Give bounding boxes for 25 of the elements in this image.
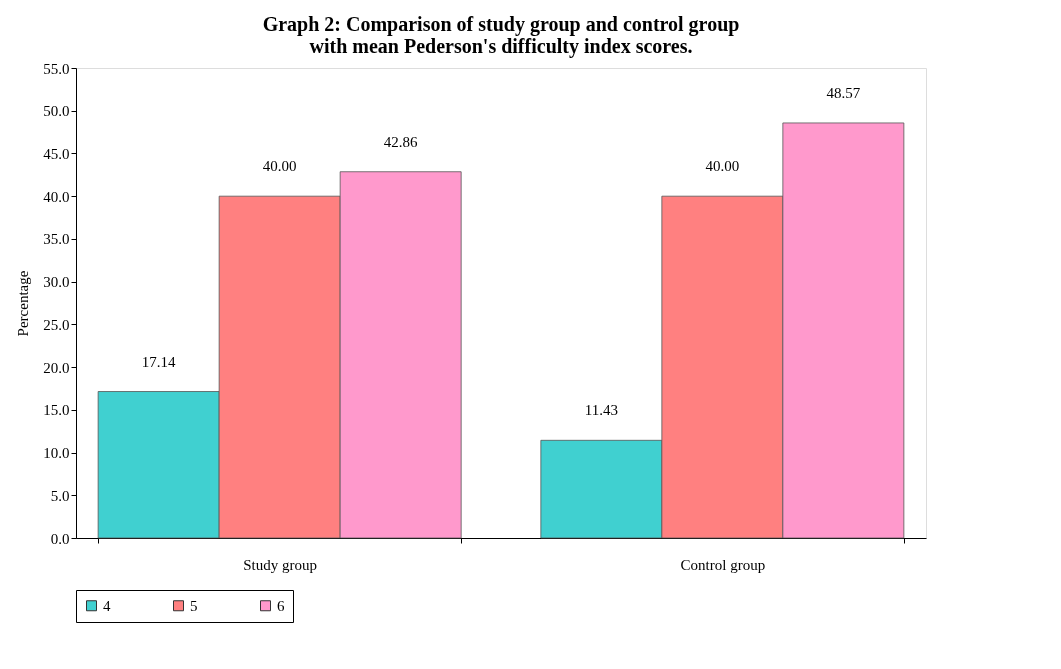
y-tick-label: 40.0 — [43, 188, 70, 205]
y-tick-label: 0.0 — [50, 530, 70, 547]
y-tick-label: 55.0 — [43, 60, 70, 77]
y-tick-label: 30.0 — [43, 274, 70, 291]
y-axis-title: Percentage — [15, 270, 32, 337]
y-tick-label: 15.0 — [43, 402, 70, 419]
y-tick-label: 25.0 — [43, 316, 70, 333]
data-label: 48.57 — [826, 84, 861, 101]
data-label: 11.43 — [584, 402, 618, 419]
legend-label: 4 — [103, 597, 111, 614]
y-tick-label: 45.0 — [43, 145, 70, 162]
x-tick-label: Control group — [680, 556, 766, 573]
y-tick-label: 5.0 — [50, 487, 70, 504]
y-tick-label: 20.0 — [43, 359, 70, 376]
data-label: 42.86 — [383, 133, 419, 150]
chart-title: Graph 2: Comparison of study group and control group with mean Pederson's difficulty index scores. — [262, 13, 740, 58]
data-label: 40.00 — [705, 158, 740, 175]
x-tick-label: Study group — [243, 556, 318, 573]
legend-label: 5 — [190, 597, 198, 614]
legend-label: 6 — [277, 597, 285, 614]
y-tick-label: 50.0 — [43, 103, 70, 120]
y-tick-label: 10.0 — [43, 445, 70, 462]
data-label: 17.14 — [141, 353, 177, 370]
y-tick-label: 35.0 — [43, 231, 70, 248]
data-label: 40.00 — [262, 158, 297, 175]
